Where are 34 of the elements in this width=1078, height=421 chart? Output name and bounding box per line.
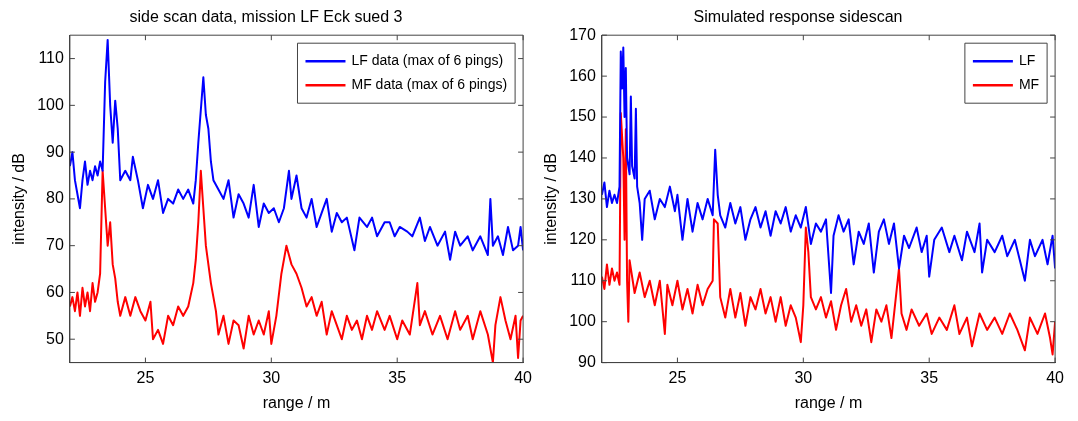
y-tick-label: 160	[569, 66, 596, 84]
x-tick-label: 40	[514, 368, 533, 386]
x-tick-label: 25	[668, 368, 687, 386]
y-tick-label: 130	[569, 189, 596, 207]
y-tick-label: 150	[569, 107, 596, 125]
x-tick-label: 25	[136, 368, 155, 386]
x-tick-label: 30	[262, 368, 281, 386]
x-axis-title: range / m	[794, 393, 863, 411]
y-tick-label: 170	[569, 25, 596, 43]
y-tick-label: 60	[46, 282, 64, 300]
legend-label: MF data (max of 6 pings)	[351, 76, 508, 93]
x-tick-label: 40	[1046, 368, 1065, 386]
chart-title: Simulated response sidescan	[693, 8, 903, 26]
x-tick-label: 30	[794, 368, 813, 386]
legend-label: LF data (max of 6 pings)	[351, 52, 504, 69]
x-axis-title: range / m	[262, 393, 331, 411]
y-tick-label: 110	[570, 271, 596, 289]
y-tick-label: 50	[46, 329, 64, 347]
chart-title: side scan data, mission LF Eck sued 3	[129, 8, 403, 26]
y-tick-label: 70	[46, 236, 64, 254]
y-axis-title: intensity / dB	[542, 153, 560, 245]
y-tick-label: 100	[569, 312, 596, 330]
x-tick-label: 35	[388, 368, 407, 386]
legend-label: LF	[1018, 52, 1036, 69]
y-tick-label: 90	[46, 142, 64, 160]
y-tick-label: 120	[569, 230, 596, 248]
y-axis-title: intensity / dB	[10, 153, 28, 245]
y-tick-label: 90	[578, 353, 596, 371]
y-tick-label: 80	[46, 189, 64, 207]
legend-label: MF	[1018, 76, 1040, 93]
y-tick-label: 100	[37, 95, 64, 113]
x-tick-label: 35	[920, 368, 939, 386]
y-tick-label: 140	[569, 148, 596, 166]
y-tick-label: 110	[38, 48, 64, 66]
